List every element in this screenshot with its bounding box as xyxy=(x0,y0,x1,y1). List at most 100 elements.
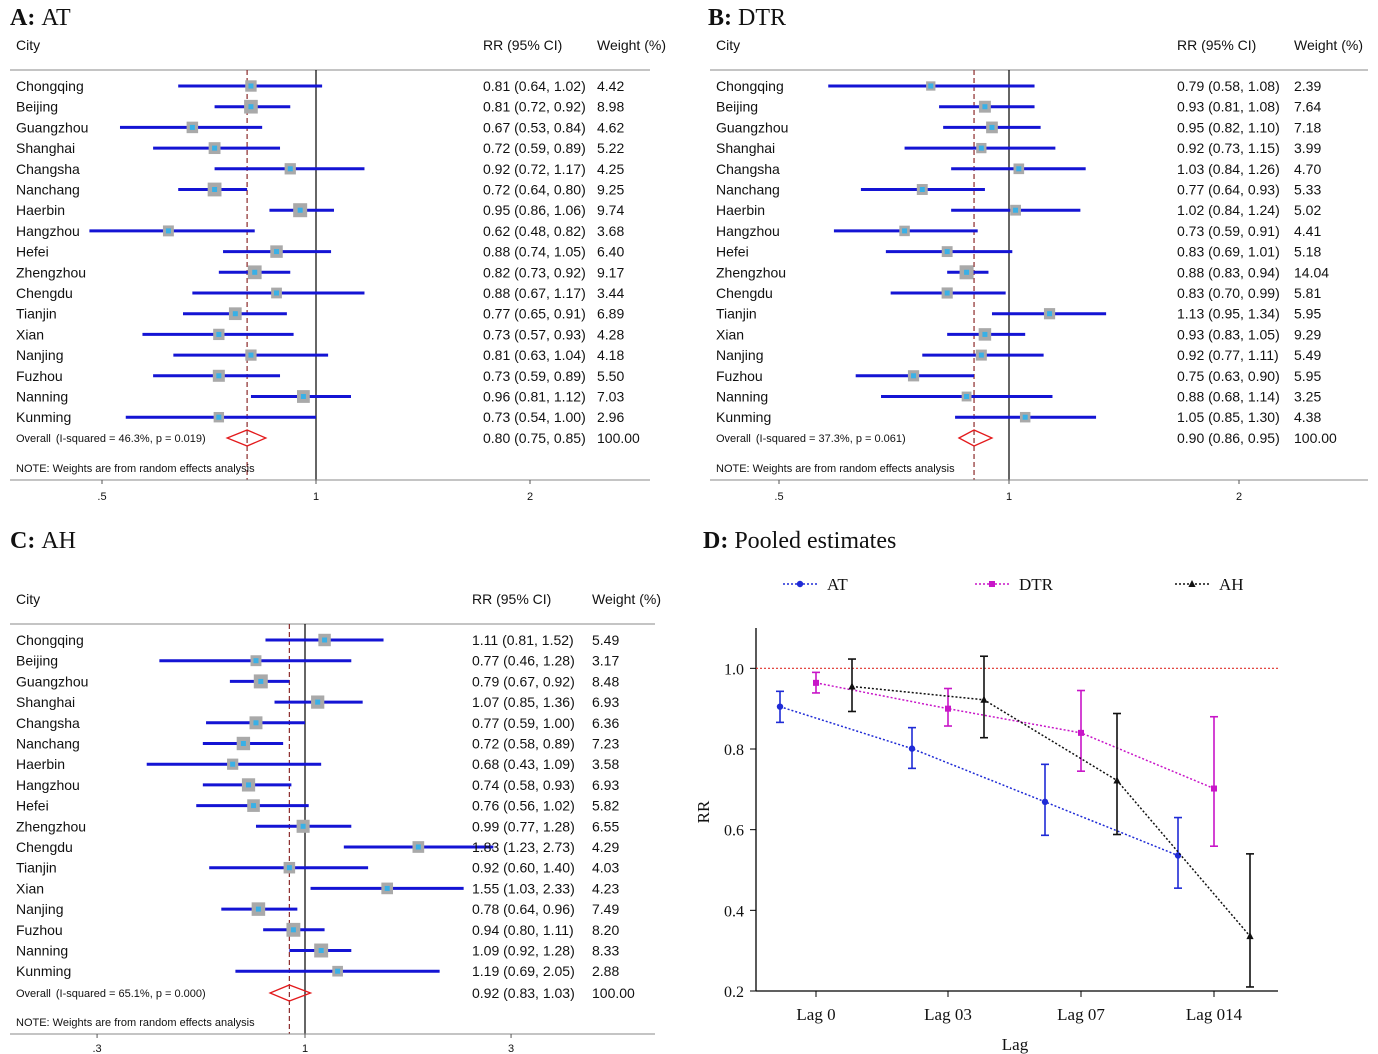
city-label: Beijing xyxy=(16,99,58,115)
data-point xyxy=(813,679,819,686)
legend-label: AT xyxy=(827,575,848,594)
point-estimate xyxy=(212,187,218,192)
point-estimate xyxy=(297,207,303,213)
city-label: Fuzhou xyxy=(16,922,63,938)
rr-ci-value: 1.19 (0.69, 2.05) xyxy=(472,963,575,979)
data-point xyxy=(1078,729,1084,736)
point-estimate xyxy=(274,290,280,296)
city-label: Nanchang xyxy=(716,182,780,198)
weight-value: 4.29 xyxy=(592,839,619,855)
weight-value: 4.25 xyxy=(597,161,624,177)
overall-diamond xyxy=(957,429,994,447)
city-label: Guangzhou xyxy=(716,119,788,135)
x-axis-tick-label: Lag 07 xyxy=(1057,1005,1105,1024)
city-label: Xian xyxy=(716,326,744,342)
rr-ci-value: 0.88 (0.67, 1.17) xyxy=(483,285,586,301)
point-estimate xyxy=(248,352,254,358)
weight-value: 4.28 xyxy=(597,326,624,342)
panel-title: B: DTR xyxy=(708,5,786,31)
point-estimate xyxy=(978,145,984,151)
city-label: Chongqing xyxy=(16,632,84,648)
point-estimate xyxy=(252,269,258,275)
rr-ci-value: 1.03 (0.84, 1.26) xyxy=(1177,161,1280,177)
panel-title: C: AH xyxy=(10,528,76,554)
rr-ci-value: 1.07 (0.85, 1.36) xyxy=(472,694,575,710)
rr-ci-value: 0.83 (0.70, 0.99) xyxy=(1177,285,1280,301)
weight-value: 7.03 xyxy=(597,389,624,405)
point-estimate xyxy=(318,948,324,953)
weight-value: 2.88 xyxy=(592,963,619,979)
city-label: Nanning xyxy=(16,389,68,405)
weight-value: 3.58 xyxy=(592,756,619,772)
rr-ci-value: 0.82 (0.73, 0.92) xyxy=(483,264,586,280)
weight-value: 5.33 xyxy=(1294,182,1321,198)
rr-ci-value: 0.78 (0.64, 0.96) xyxy=(472,901,575,917)
city-label: Nanchang xyxy=(16,736,80,752)
city-label: Haerbin xyxy=(16,756,65,772)
point-estimate xyxy=(989,124,995,130)
weight-value: 6.55 xyxy=(592,818,619,834)
point-estimate xyxy=(415,844,421,850)
city-label: Nanjing xyxy=(16,347,63,363)
city-label: Fuzhou xyxy=(16,368,63,384)
weight-value: 3.44 xyxy=(597,285,624,301)
city-label: Beijing xyxy=(16,653,58,669)
point-estimate xyxy=(246,782,252,788)
point-estimate xyxy=(384,885,390,891)
column-header-city: City xyxy=(16,37,40,53)
series-ah xyxy=(848,655,1254,988)
data-point xyxy=(1113,776,1121,784)
x-axis-tick-label: 1 xyxy=(302,1043,308,1054)
weight-value: 6.93 xyxy=(592,777,619,793)
weight-value: 4.38 xyxy=(1294,409,1321,425)
city-label: Chengdu xyxy=(16,285,73,301)
city-label: Zhengzhou xyxy=(16,818,86,834)
city-label: Tianjin xyxy=(16,860,57,876)
rr-ci-value: 0.81 (0.72, 0.92) xyxy=(483,99,586,115)
weight-value: 2.96 xyxy=(597,409,624,425)
point-estimate xyxy=(212,145,218,151)
data-point xyxy=(848,682,856,690)
city-label: Hangzhou xyxy=(16,777,80,793)
city-label: Shanghai xyxy=(16,140,75,156)
weight-value: 8.20 xyxy=(592,922,619,938)
rr-ci-value: 0.73 (0.59, 0.89) xyxy=(483,368,586,384)
city-label: Changsha xyxy=(716,161,780,177)
weights-note: NOTE: Weights are from random effects an… xyxy=(16,1017,255,1029)
rr-ci-value: 0.92 (0.60, 1.40) xyxy=(472,860,575,876)
point-estimate xyxy=(216,331,222,337)
point-estimate xyxy=(322,637,328,643)
city-label: Guangzhou xyxy=(16,119,88,135)
weight-value: 3.99 xyxy=(1294,140,1321,156)
panel-name: Pooled estimates xyxy=(734,528,896,554)
weight-value: 3.17 xyxy=(592,653,619,669)
weights-note: NOTE: Weights are from random effects an… xyxy=(716,463,955,475)
city-label: Chongqing xyxy=(16,78,84,94)
overall-weight-value: 100.00 xyxy=(1294,430,1337,446)
rr-ci-value: 0.96 (0.81, 1.12) xyxy=(483,389,586,405)
city-label: Changsha xyxy=(16,161,80,177)
panel-letter: D: xyxy=(703,528,728,554)
legend-label: AH xyxy=(1219,575,1244,594)
weight-value: 6.36 xyxy=(592,715,619,731)
rr-ci-value: 0.92 (0.72, 1.17) xyxy=(483,161,586,177)
weight-value: 5.49 xyxy=(592,632,619,648)
point-estimate xyxy=(944,249,950,255)
city-label: Kunming xyxy=(16,409,71,425)
panel-name: AH xyxy=(41,528,76,554)
column-header-weight: Weight (%) xyxy=(592,591,661,607)
city-label: Nanchang xyxy=(16,182,80,198)
point-estimate xyxy=(251,803,257,809)
rr-ci-value: 0.73 (0.54, 1.00) xyxy=(483,409,586,425)
city-label: Changsha xyxy=(16,715,80,731)
city-label: Beijing xyxy=(716,99,758,115)
city-label: Kunming xyxy=(716,409,771,425)
rr-ci-value: 0.88 (0.68, 1.14) xyxy=(1177,389,1280,405)
x-axis-tick-label: .5 xyxy=(97,491,106,503)
weight-value: 7.49 xyxy=(592,901,619,917)
column-header-city: City xyxy=(716,37,740,53)
point-estimate xyxy=(919,187,925,192)
forest-panel-c: C: AH City RR (95% CI) Weight (%) Chongqing 1.… xyxy=(10,528,661,1054)
